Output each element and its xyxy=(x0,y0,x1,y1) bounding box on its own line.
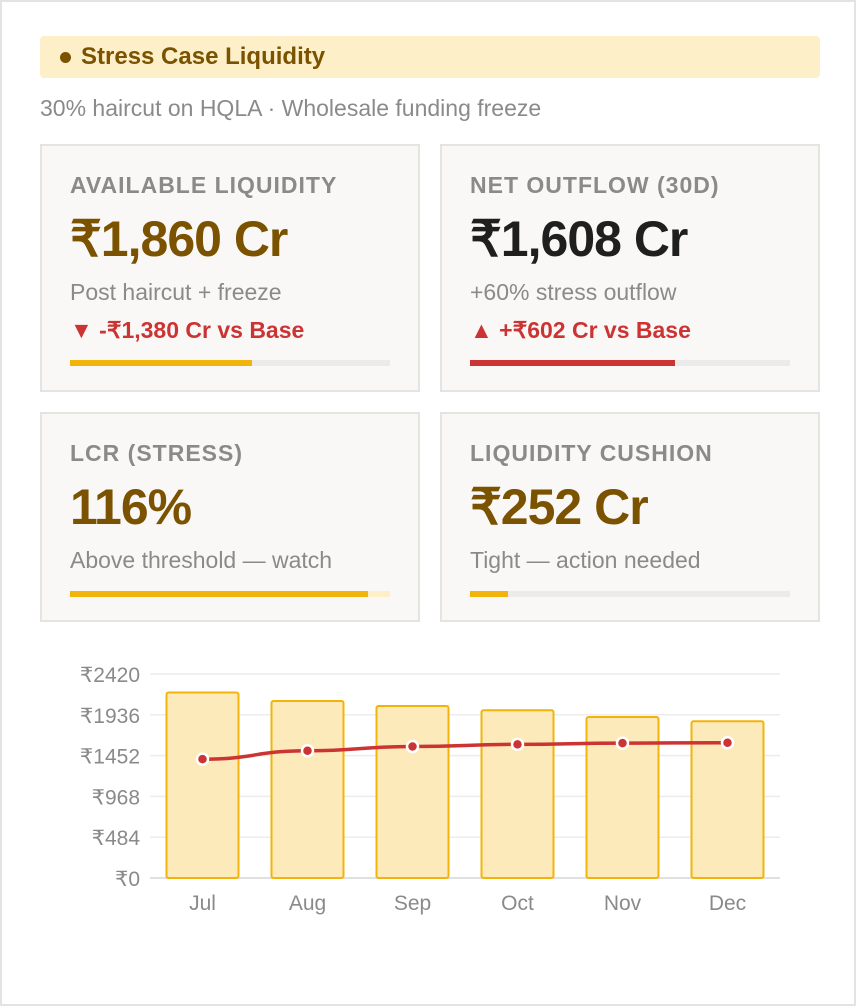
progress-bar xyxy=(70,360,390,366)
x-tick-label: Jul xyxy=(189,892,216,915)
bar xyxy=(165,691,240,879)
line-point xyxy=(720,735,735,750)
line-point xyxy=(405,739,420,754)
bar xyxy=(480,709,555,879)
card-delta: ▼ -₹1,380 Cr vs Base xyxy=(70,317,305,343)
card-label: NET OUTFLOW (30D) xyxy=(470,172,720,198)
bar xyxy=(375,705,450,880)
card-value: 116% xyxy=(70,479,192,535)
card-label: LIQUIDITY CUSHION xyxy=(470,440,713,466)
panel-title: Stress Case Liquidity xyxy=(81,43,326,70)
card-label: LCR (STRESS) xyxy=(70,440,243,466)
y-tick-label: ₹1452 xyxy=(80,746,140,769)
progress-fill xyxy=(470,360,675,366)
y-tick-label: ₹1936 xyxy=(80,705,140,728)
bullet-dot-icon xyxy=(60,51,71,63)
y-tick-label: ₹0 xyxy=(115,868,140,891)
y-tick-label: ₹968 xyxy=(92,786,140,809)
card-net-outflow: NET OUTFLOW (30D) ₹1,608 Cr +60% stress … xyxy=(440,144,820,392)
card-value: ₹1,608 Cr xyxy=(470,211,688,267)
card-value: ₹1,860 Cr xyxy=(70,211,288,267)
x-tick-label: Sep xyxy=(394,892,431,915)
progress-fill xyxy=(70,360,253,366)
progress-bar xyxy=(470,591,790,597)
x-tick-label: Nov xyxy=(604,892,642,915)
card-delta: ▲ +₹602 Cr vs Base xyxy=(470,317,691,343)
progress-bar xyxy=(70,591,390,597)
bar xyxy=(690,720,765,880)
card-description: Post haircut + freeze xyxy=(70,279,282,305)
x-tick-label: Oct xyxy=(501,892,534,915)
card-available-liquidity: AVAILABLE LIQUIDITY ₹1,860 Cr Post hairc… xyxy=(40,144,420,392)
line-point xyxy=(195,752,210,766)
card-description: +60% stress outflow xyxy=(470,279,677,305)
bar xyxy=(585,715,660,880)
progress-fill xyxy=(70,591,368,597)
bar xyxy=(270,699,345,880)
progress-bar xyxy=(470,360,790,366)
card-value: ₹252 Cr xyxy=(470,479,649,535)
panel-header: Stress Case Liquidity xyxy=(40,36,820,78)
line-point xyxy=(615,736,630,750)
card-description: Above threshold — watch xyxy=(70,547,333,573)
line-point xyxy=(510,737,525,752)
card-description: Tight — action needed xyxy=(470,547,701,573)
line-point xyxy=(300,743,315,758)
x-tick-label: Dec xyxy=(709,892,746,915)
y-tick-label: ₹2420 xyxy=(80,664,140,687)
progress-fill xyxy=(470,591,509,597)
y-tick-label: ₹484 xyxy=(92,827,141,850)
trend-line xyxy=(200,740,730,761)
card-liquidity-cushion: LIQUIDITY CUSHION ₹252 Cr Tight — action… xyxy=(440,412,820,622)
card-lcr-stress: LCR (STRESS) 116% Above threshold — watc… xyxy=(40,412,420,622)
x-tick-label: Aug xyxy=(289,892,326,915)
card-label: AVAILABLE LIQUIDITY xyxy=(70,172,338,198)
panel-subtitle: 30% haircut on HQLA · Wholesale funding … xyxy=(40,95,542,121)
liquidity-trend-chart: ₹2420 ₹1936 ₹1452 ₹968 ₹484 ₹0 Jul Aug Sep Oct Nov… xyxy=(80,664,780,915)
